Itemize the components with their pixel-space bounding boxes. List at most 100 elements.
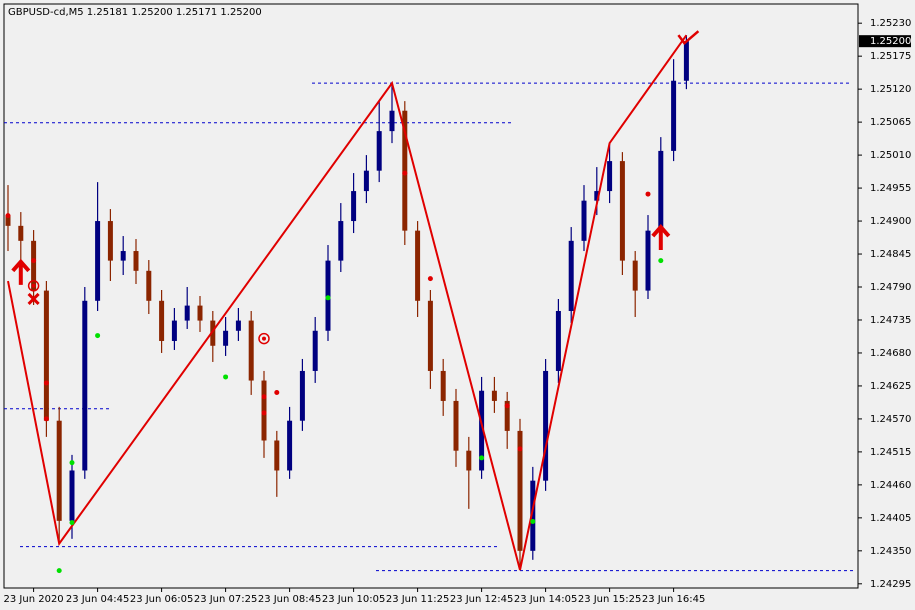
candle-body [338, 221, 344, 261]
candle-body [376, 131, 382, 171]
green-dots [56, 568, 62, 574]
candle-body [530, 480, 536, 551]
y-tick-label: 1.24350 [870, 546, 911, 557]
candle-body [517, 430, 523, 551]
candle-body [31, 240, 37, 291]
candle-body [415, 230, 421, 301]
candle-body [632, 260, 638, 291]
candle-body [146, 270, 152, 301]
red-dots [261, 394, 267, 400]
x-tick-label: 23 Jun 15:25 [578, 594, 642, 605]
candle-body [389, 110, 395, 132]
y-tick-label: 1.24845 [870, 249, 911, 260]
candle-body [210, 320, 216, 346]
green-dots [69, 460, 75, 466]
x-tick-label: 23 Jun 10:05 [322, 594, 386, 605]
candle-body [248, 320, 254, 381]
x-tick-label: 23 Jun 08:45 [258, 594, 322, 605]
arrow-marker [11, 258, 31, 285]
candle-body [683, 41, 689, 81]
candle-body [581, 200, 587, 241]
y-tick-label: 1.25010 [870, 150, 911, 161]
red-dots [261, 410, 267, 416]
candle-body [120, 251, 126, 261]
candle-body [645, 230, 651, 291]
red-dots [31, 258, 37, 264]
candle-body [299, 370, 305, 421]
candle-body [453, 400, 459, 451]
x-tick-label: 23 Jun 06:05 [130, 594, 194, 605]
ring-center [262, 336, 266, 341]
candle-body [568, 240, 574, 311]
candle-body [69, 470, 75, 521]
candle-body [363, 170, 369, 192]
candle-body [555, 310, 561, 371]
red-dots [402, 170, 408, 176]
plot-frame [3, 3, 859, 589]
y-tick-label: 1.24405 [870, 513, 911, 524]
candle-body [82, 300, 88, 471]
price-tag [859, 35, 911, 48]
candle-body [671, 80, 677, 151]
red-dots [645, 191, 651, 197]
chart-title: GBPUSD-cd,M5 1.25181 1.25200 1.25171 1.2… [8, 7, 262, 18]
x-tick-label: 23 Jun 11:25 [386, 594, 450, 605]
candle-body [184, 305, 190, 321]
y-tick-label: 1.24570 [870, 414, 911, 425]
candle-body [56, 420, 62, 521]
x-tick-label: 23 Jun 14:05 [514, 594, 578, 605]
candle-body [197, 305, 203, 321]
candle-body [43, 290, 49, 421]
candle-body [607, 161, 613, 192]
candle-body [95, 221, 101, 301]
candle-body [312, 330, 318, 371]
candle-body [466, 450, 472, 471]
check-marker [677, 30, 700, 45]
candle-body [274, 440, 280, 471]
candle-body [18, 225, 24, 241]
red-dots [5, 213, 11, 219]
green-dots [223, 374, 229, 380]
candle-body [658, 150, 664, 231]
candle-body [171, 320, 177, 341]
y-tick-label: 1.24955 [870, 183, 911, 194]
red-dots [43, 380, 49, 386]
x-tick-label: 23 Jun 07:25 [194, 594, 258, 605]
y-tick-label: 1.25175 [870, 51, 911, 62]
y-tick-label: 1.24515 [870, 447, 911, 458]
candle-body [223, 330, 229, 346]
red-dots [274, 390, 280, 396]
x-tick-label: 23 Jun 16:45 [642, 594, 706, 605]
price-tag-label: 1.25200 [870, 36, 911, 47]
x-tick-label: 23 Jun 12:45 [450, 594, 514, 605]
green-dots [658, 258, 664, 264]
candle-body [133, 251, 139, 271]
candle-body [427, 300, 433, 371]
ring-center [31, 283, 36, 288]
candle-body [479, 390, 485, 471]
red-dots [427, 276, 433, 282]
candle-body [543, 370, 549, 481]
x-tick-label: 23 Jun 2020 [4, 594, 64, 605]
green-dots [530, 518, 536, 524]
red-dots [43, 416, 49, 422]
candle-body [440, 370, 446, 401]
candle-body [235, 320, 241, 331]
y-tick-label: 1.24790 [870, 282, 911, 293]
arrow-marker [651, 224, 671, 251]
ring-marker [258, 332, 270, 345]
cross-marker [27, 292, 40, 306]
y-tick-label: 1.24735 [870, 315, 911, 326]
candle-body [5, 215, 11, 226]
candle-body [619, 161, 625, 261]
y-tick-label: 1.24680 [870, 348, 911, 359]
ring-marker [27, 280, 40, 292]
y-tick-label: 1.25230 [870, 18, 911, 29]
candle-body [491, 390, 497, 401]
y-tick-label: 1.25120 [870, 84, 911, 95]
green-dots [95, 333, 101, 339]
candle-body [159, 300, 165, 341]
y-tick-label: 1.24295 [870, 579, 911, 590]
